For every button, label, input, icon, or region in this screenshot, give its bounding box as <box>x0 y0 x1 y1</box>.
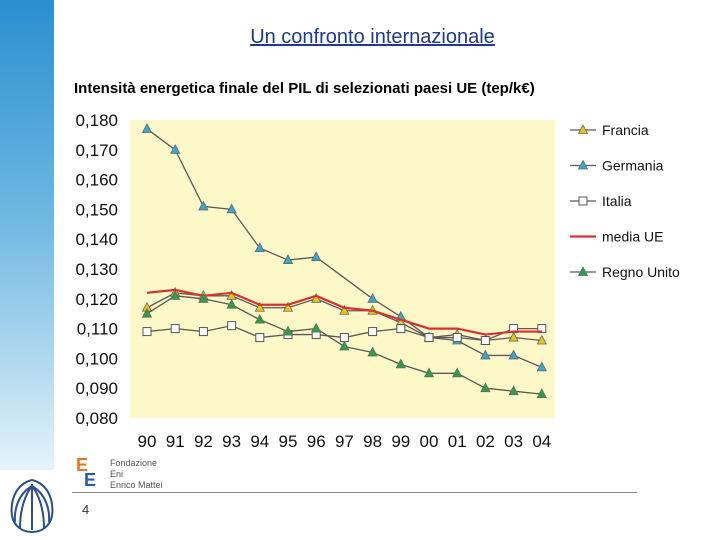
fondazione-logo-text: Fondazione Eni Enrico Mattei <box>110 458 163 491</box>
y-tick-label: 0,130 <box>75 260 118 279</box>
logo-line-3: Enrico Mattei <box>110 480 163 490</box>
x-tick-label: 02 <box>476 432 495 451</box>
shell-emblem-icon <box>10 478 54 534</box>
data-point-regno-unito <box>480 382 491 393</box>
x-tick-label: 04 <box>532 432 551 451</box>
data-point-germania <box>141 123 153 133</box>
y-tick-label: 0,100 <box>75 349 118 368</box>
data-point-italia <box>368 327 378 337</box>
data-point-regno-unito <box>141 307 153 318</box>
data-point-regno-unito <box>423 367 435 378</box>
data-point-germania <box>367 292 378 303</box>
data-point-regno-unito <box>367 346 378 357</box>
y-tick-label: 0,170 <box>75 141 118 160</box>
data-point-regno-unito <box>254 313 265 324</box>
data-point-legend-italia <box>578 196 588 206</box>
data-point-italia <box>255 333 265 343</box>
data-point-italia <box>142 327 152 337</box>
data-point-regno-unito <box>282 325 294 336</box>
y-tick-label: 0,110 <box>77 320 118 339</box>
data-point-germania <box>198 200 209 211</box>
y-tick-label: 0,140 <box>75 230 118 249</box>
x-tick-label: 92 <box>194 432 213 451</box>
plot-area <box>130 120 555 418</box>
legend-label-regno-unito: Regno Unito <box>602 264 680 280</box>
y-tick-label: 0,160 <box>75 171 118 190</box>
x-tick-label: 91 <box>166 432 185 451</box>
x-tick-label: 94 <box>250 432 269 451</box>
data-point-germania <box>508 349 519 360</box>
logo-line-1: Fondazione <box>110 458 158 468</box>
x-tick-label: 95 <box>279 432 298 451</box>
data-point-germania <box>282 254 294 264</box>
left-decorative-band <box>0 0 54 470</box>
legend-label-germania: Germania <box>602 158 664 174</box>
data-point-francia <box>254 301 265 312</box>
fondazione-logo-icon: E E <box>76 455 96 489</box>
data-point-francia <box>508 331 519 342</box>
slide-title: Un confronto internazionale <box>250 26 495 48</box>
data-point-legend-regno-unito <box>577 266 589 276</box>
legend-label-francia: Francia <box>602 122 649 138</box>
data-point-regno-unito <box>508 385 519 396</box>
data-point-italia <box>227 321 237 331</box>
data-point-germania <box>226 203 237 214</box>
data-point-regno-unito <box>226 298 237 309</box>
x-tick-label: 98 <box>363 432 382 451</box>
series-line-germania <box>146 128 543 368</box>
data-point-legend-germania <box>577 159 589 170</box>
footer-divider <box>72 492 637 493</box>
data-point-italia <box>339 333 349 343</box>
data-point-germania <box>536 361 547 372</box>
data-point-regno-unito <box>170 289 181 300</box>
y-tick-label: 0,180 <box>75 111 118 130</box>
x-tick-label: 90 <box>138 432 157 451</box>
line-chart: 0,080 0,090 0,100 0,110 0,120 0,130 0,140 0,150… <box>75 111 680 451</box>
x-tick-label: 03 <box>504 432 523 451</box>
logo-line-2: Eni <box>110 469 124 479</box>
y-tick-label: 0,080 <box>75 409 118 428</box>
svg-text:E: E <box>76 455 88 475</box>
svg-text:E: E <box>84 470 96 489</box>
x-tick-label: 97 <box>335 432 354 451</box>
y-tick-label: 0,150 <box>75 200 118 219</box>
data-point-francia <box>311 292 322 303</box>
legend-label-italia: Italia <box>602 193 632 209</box>
data-point-italia <box>424 333 434 343</box>
y-tick-label: 0,120 <box>75 290 118 309</box>
data-point-francia <box>282 301 294 312</box>
data-point-regno-unito <box>339 340 350 351</box>
x-tick-label: 99 <box>391 432 410 451</box>
data-point-italia <box>480 336 490 346</box>
series-line-media-ue <box>146 288 542 336</box>
data-point-legend-francia <box>577 124 589 134</box>
data-point-francia <box>536 334 547 345</box>
x-tick-label: 01 <box>448 432 467 451</box>
data-point-regno-unito <box>452 367 463 378</box>
data-point-germania <box>254 242 265 253</box>
data-point-regno-unito <box>311 322 322 333</box>
data-point-francia <box>339 304 350 315</box>
data-point-germania <box>480 349 491 360</box>
data-point-regno-unito <box>198 292 209 303</box>
data-point-regno-unito <box>536 388 547 399</box>
data-point-germania <box>170 143 181 154</box>
data-point-italia <box>396 324 406 334</box>
y-tick-label: 0,090 <box>75 379 118 398</box>
page-number: 4 <box>82 502 90 517</box>
legend-label-media-ue: media UE <box>602 229 663 245</box>
x-tick-label: 00 <box>420 432 439 451</box>
data-point-regno-unito <box>395 358 406 369</box>
data-point-germania <box>311 251 322 261</box>
data-point-italia <box>170 324 180 334</box>
data-point-italia <box>198 327 208 337</box>
x-tick-label: 93 <box>222 432 241 451</box>
data-point-italia <box>452 333 462 343</box>
x-tick-label: 96 <box>307 432 326 451</box>
chart-subtitle: Intensità energetica finale del PIL di s… <box>74 80 535 97</box>
